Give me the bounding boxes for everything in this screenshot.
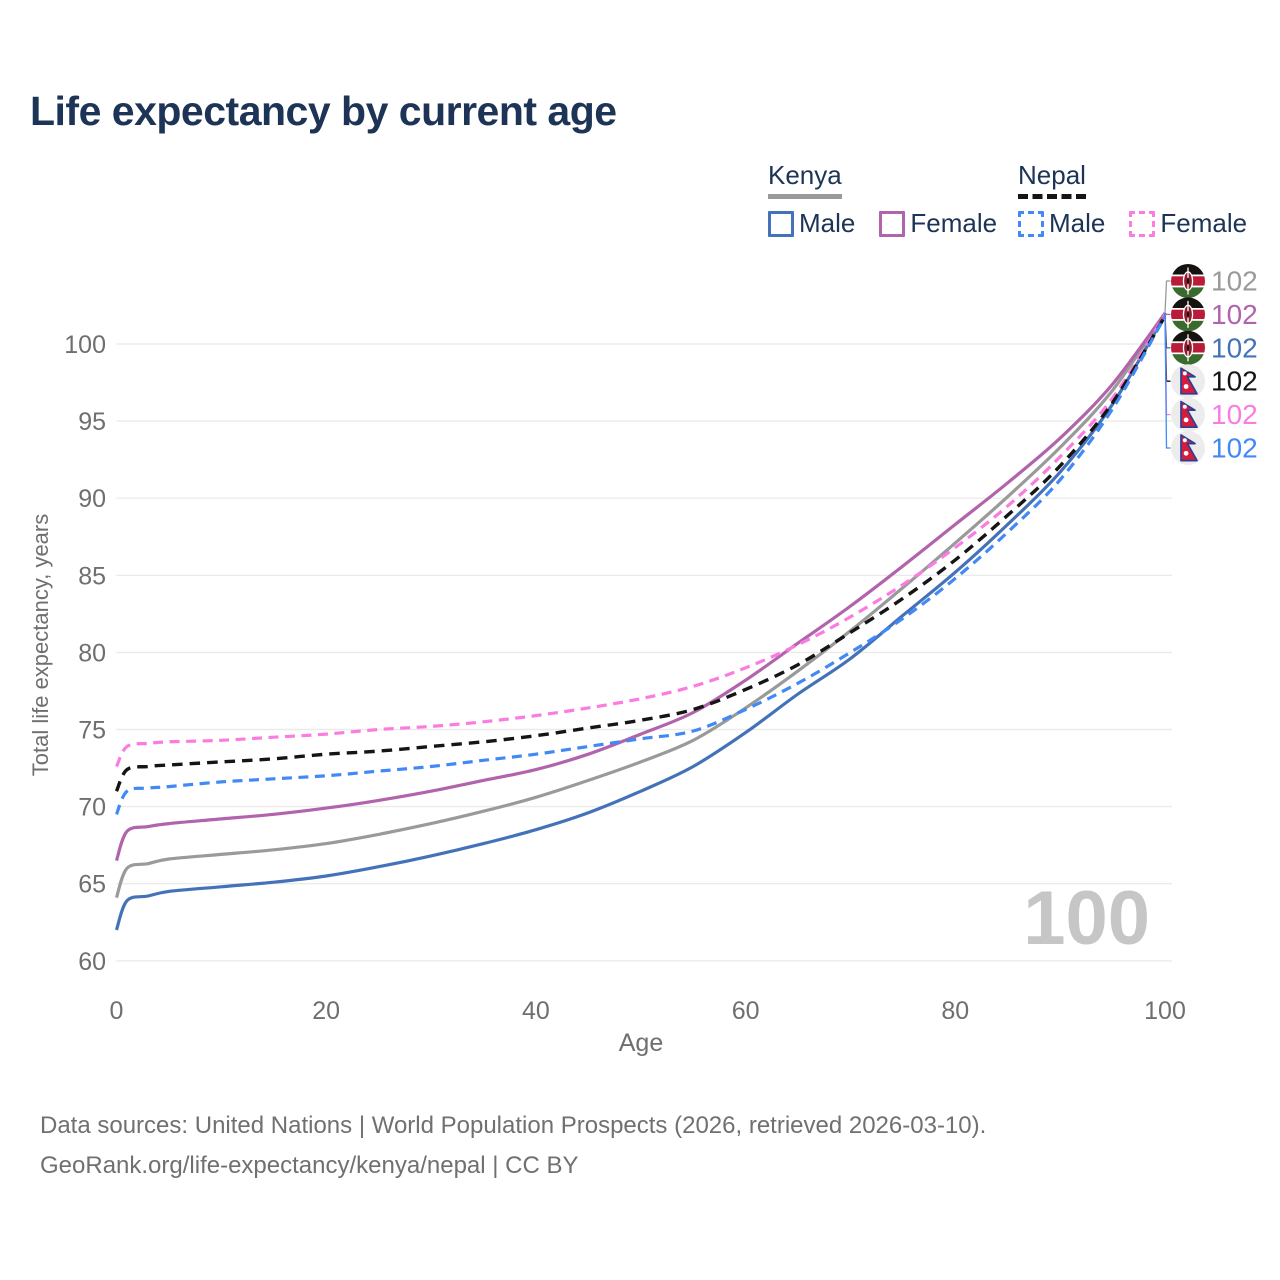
end-label-kenya-female: 102 xyxy=(1211,299,1258,330)
end-label-leader-lines xyxy=(1164,280,1171,449)
y-axis-title: Total life expectancy, years xyxy=(28,514,53,777)
footer: Data sources: United Nations | World Pop… xyxy=(40,1106,986,1186)
footer-data-sources: Data sources: United Nations | World Pop… xyxy=(40,1112,987,1139)
x-tick-label: 40 xyxy=(522,997,550,1025)
legend-item-kenya-male[interactable]: Male xyxy=(768,208,855,239)
legend-label-kenya-female: Female xyxy=(910,208,998,238)
x-axis-tick-labels: 0 20 40 60 80 100 xyxy=(110,997,1186,1025)
legend-label-kenya-male: Male xyxy=(799,208,856,238)
gridlines xyxy=(116,343,1172,962)
legend-nepal-heading: Nepal xyxy=(1018,160,1086,199)
kenya-flag-icon xyxy=(1171,297,1205,331)
x-tick-label: 20 xyxy=(312,997,340,1025)
nepal-female-swatch-icon xyxy=(1129,210,1156,237)
series-line-nepal-male xyxy=(115,315,1167,815)
y-tick-label: 65 xyxy=(78,871,106,899)
nepal-flag-icon xyxy=(1170,396,1206,433)
kenya-flag-icon xyxy=(1171,331,1205,365)
nepal-flag-icon xyxy=(1170,430,1206,466)
x-tick-label: 100 xyxy=(1144,997,1186,1025)
legend-label-nepal-female: Female xyxy=(1160,208,1248,238)
series-line-nepal-female xyxy=(115,313,1167,768)
x-tick-label: 60 xyxy=(732,997,760,1025)
x-axis-title: Age xyxy=(619,1029,663,1057)
y-tick-label: 80 xyxy=(78,639,106,667)
x-tick-label: 80 xyxy=(941,997,969,1025)
legend-group-kenya: Kenya Male Female xyxy=(768,160,997,239)
y-tick-label: 90 xyxy=(78,485,106,513)
nepal-flag-icon xyxy=(1170,363,1206,400)
y-tick-label: 95 xyxy=(78,408,106,436)
nepal-male-swatch-icon xyxy=(1018,210,1044,237)
end-label-kenya-both: 102 xyxy=(1211,266,1258,297)
series-line-kenya-female xyxy=(114,312,1167,862)
end-label-kenya-male: 102 xyxy=(1211,332,1258,363)
end-label-nepal-both: 102 xyxy=(1211,366,1258,397)
legend-item-kenya-female[interactable]: Female xyxy=(879,208,997,239)
y-tick-label: 60 xyxy=(78,948,106,976)
series-line-nepal-both xyxy=(114,315,1167,792)
y-tick-label: 75 xyxy=(78,717,106,745)
kenya-male-swatch-icon xyxy=(768,210,794,237)
kenya-female-swatch-icon xyxy=(879,210,906,237)
y-tick-label: 70 xyxy=(78,794,106,822)
footer-attribution: GeoRank.org/life-expectancy/kenya/nepal … xyxy=(40,1152,579,1179)
series-line-kenya-both xyxy=(114,312,1167,899)
age-counter-watermark: 100 xyxy=(1023,876,1150,961)
legend-kenya-heading: Kenya xyxy=(768,160,842,199)
end-label-nepal-female: 102 xyxy=(1211,399,1258,430)
legend-group-nepal: Nepal Male Female xyxy=(1018,160,1247,239)
x-tick-label: 0 xyxy=(110,997,124,1025)
y-axis-tick-labels: 60 65 70 75 80 85 90 95 100 xyxy=(64,331,106,976)
legend-item-nepal-male[interactable]: Male xyxy=(1018,208,1105,239)
series-lines xyxy=(114,312,1167,931)
end-label-nepal-male: 102 xyxy=(1211,433,1258,464)
page-title: Life expectancy by current age xyxy=(30,88,617,134)
y-tick-label: 100 xyxy=(64,331,106,359)
legend-label-nepal-male: Male xyxy=(1049,208,1106,238)
leader-line-kenya-female xyxy=(1164,312,1171,316)
kenya-flag-icon xyxy=(1171,264,1205,298)
leader-line-nepal-male xyxy=(1164,312,1171,449)
y-tick-label: 85 xyxy=(78,562,106,590)
leader-line-kenya-both xyxy=(1164,280,1171,314)
series-line-kenya-male xyxy=(114,313,1167,931)
legend-item-nepal-female[interactable]: Female xyxy=(1129,208,1247,239)
